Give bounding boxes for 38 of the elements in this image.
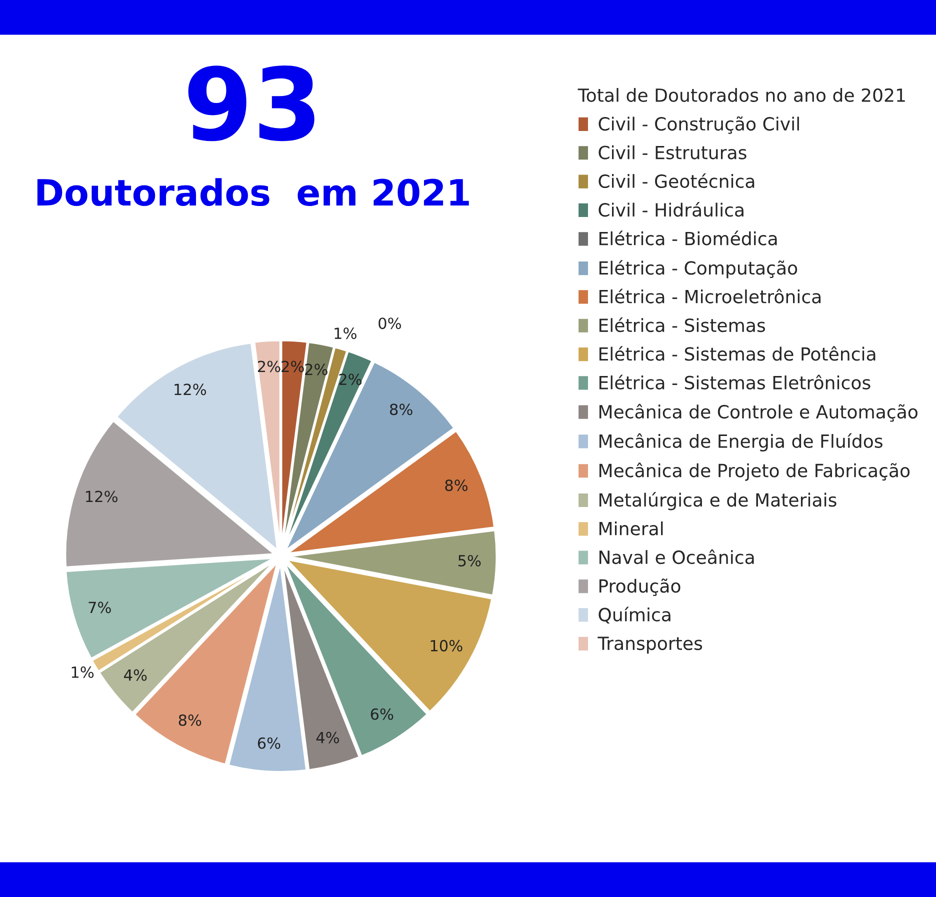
data-label: 8% [178, 714, 202, 726]
legend-label: Elétrica - Biomédica [599, 230, 777, 246]
legend-label: Química [598, 606, 670, 624]
legend-label: Civil - Estruturas [598, 145, 746, 160]
legend-label: Elétrica - Sistemas de Potência [599, 346, 876, 361]
data-label: 7% [88, 602, 111, 614]
data-label: 8% [390, 404, 412, 416]
legend-label: Elétrica - Computação [599, 260, 798, 278]
legend-label: Elétrica - Microeletrônica [599, 288, 821, 304]
legend-label: Produção [599, 578, 680, 596]
legend-label: Naval e Oceânica [599, 549, 754, 564]
data-label: 6% [258, 737, 280, 749]
chart-title: 93 [188, 66, 314, 142]
text: 0% [378, 318, 401, 330]
legend-label: Mineral [599, 521, 663, 536]
data-label: 1% [334, 328, 356, 340]
data-label: 5% [458, 554, 481, 566]
data-label: 10% [430, 640, 462, 652]
data-label: 8% [445, 480, 468, 492]
legend-label: Mecânica de Controle e Automação [599, 404, 918, 422]
data-label: 12% [174, 384, 206, 396]
data-label: 4% [124, 669, 147, 681]
data-label: 6% [370, 708, 394, 720]
text: Doutorados em 2021 [37, 178, 469, 206]
legend-label: Civil - Geotécnica [598, 173, 754, 188]
legend-label: Metalúrgica e de Materiais [599, 492, 836, 510]
legend-label: Elétrica - Sistemas [599, 317, 765, 332]
legend-label: Mecânica de Projeto de Fabricação [599, 462, 910, 481]
legend-label: Civil - Construção Civil [598, 116, 799, 134]
data-label: 1% [72, 666, 94, 678]
legend-label: Mecânica de Energia de Fluídos [599, 433, 882, 452]
data-label: 2% [258, 360, 280, 372]
data-label: 4% [316, 732, 340, 744]
legend-label: Transportes [598, 636, 702, 654]
data-label: 12% [86, 490, 118, 502]
legend-label: Elétrica - Sistemas Eletrônicos [599, 374, 870, 390]
legend-label: Civil - Hidráulica [598, 202, 744, 217]
legend-title: Total de Doutorados no ano de 2021 [578, 88, 905, 102]
